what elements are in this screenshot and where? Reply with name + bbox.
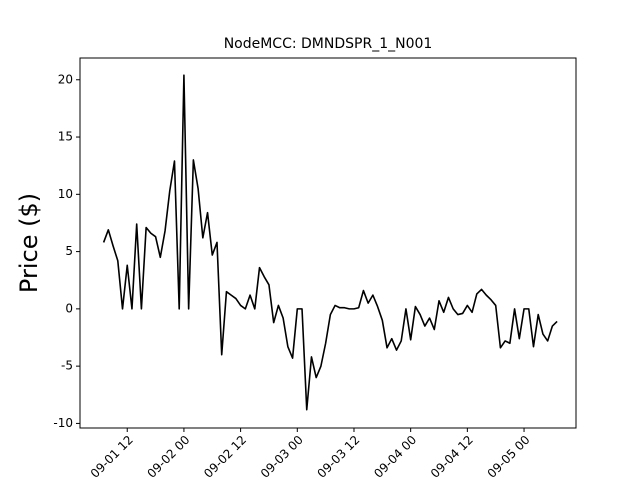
y-tick-label: 20 [58,72,73,86]
plot-frame [79,57,577,429]
y-axis-label: Price ($) [15,193,43,293]
y-tick-label: -5 [61,359,73,373]
y-tick-label: 10 [58,187,73,201]
line [102,74,558,411]
y-tick-label: -10 [53,416,73,430]
y-tick-label: 15 [58,130,73,144]
y-tick-label: 0 [65,301,73,315]
y-tick-label: 5 [65,244,73,258]
chart-title: NodeMCC: DMNDSPR_1_N001 [224,36,433,52]
